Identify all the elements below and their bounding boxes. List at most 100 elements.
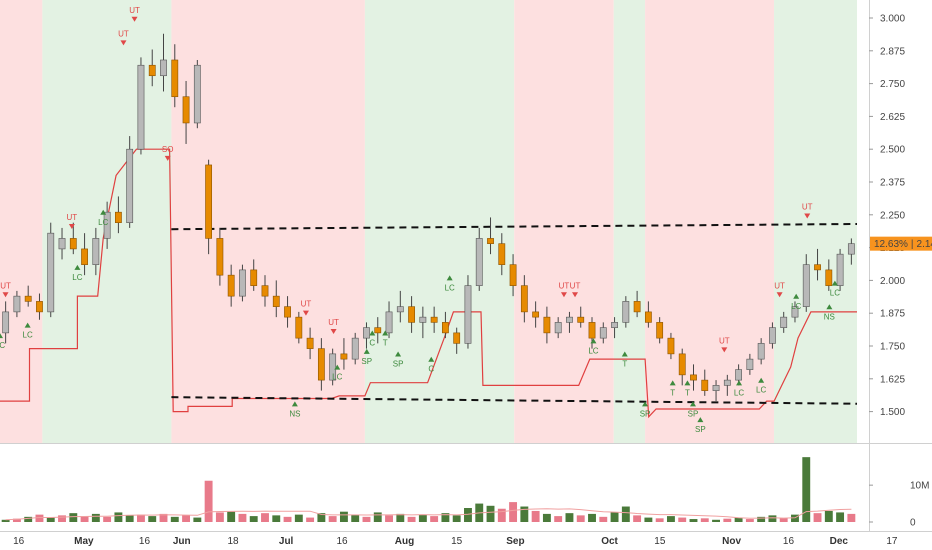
candle-body bbox=[533, 312, 539, 317]
candle-body bbox=[160, 60, 166, 76]
volume-bar bbox=[712, 520, 720, 522]
candle-body bbox=[668, 338, 674, 354]
candle-body bbox=[70, 238, 76, 248]
candle-body bbox=[228, 275, 234, 296]
candle-body bbox=[544, 317, 550, 333]
candle-body bbox=[769, 328, 775, 344]
candle-body bbox=[183, 97, 189, 123]
signal-label: LC bbox=[445, 283, 455, 292]
volume-bar bbox=[227, 512, 235, 522]
volume-tick-label: 0 bbox=[910, 518, 916, 529]
candle-body bbox=[465, 286, 471, 344]
candle-body bbox=[262, 286, 268, 296]
time-axis-label: 16 bbox=[783, 536, 795, 547]
price-tick-label: 2.500 bbox=[880, 145, 905, 156]
volume-bar bbox=[780, 518, 788, 522]
price-axis-ticks: 3.0002.8752.7502.6252.5002.3752.2502.125… bbox=[869, 14, 905, 419]
candle-body bbox=[352, 338, 358, 359]
candle-body bbox=[397, 307, 403, 312]
candle-body bbox=[115, 212, 121, 222]
candle-body bbox=[814, 265, 820, 270]
candle-body bbox=[149, 65, 155, 75]
candle-body bbox=[431, 317, 437, 322]
time-axis-label: 16 bbox=[13, 536, 25, 547]
time-axis-label: 17 bbox=[886, 536, 898, 547]
volume-bar bbox=[678, 518, 686, 522]
candle-body bbox=[521, 286, 527, 312]
volume-bar bbox=[577, 515, 585, 522]
candle-body bbox=[59, 238, 65, 248]
candle-body bbox=[657, 322, 663, 338]
candle-body bbox=[645, 312, 651, 322]
candle-body bbox=[206, 165, 212, 238]
volume-bar bbox=[825, 511, 833, 522]
volume-bar bbox=[599, 517, 607, 522]
volume-bar bbox=[351, 515, 359, 522]
volume-bar bbox=[171, 517, 179, 522]
volume-bar bbox=[802, 457, 810, 522]
volume-bar bbox=[329, 516, 337, 522]
volume-bar bbox=[588, 514, 596, 522]
signal-label: LC bbox=[72, 273, 82, 282]
volume-bar bbox=[363, 517, 371, 522]
signal-label: LC bbox=[23, 331, 33, 340]
price-tick-label: 2.875 bbox=[880, 46, 905, 57]
signal-label: T bbox=[383, 339, 388, 348]
regime-band bbox=[0, 0, 42, 443]
candle-body bbox=[611, 322, 617, 327]
candle-body bbox=[510, 265, 516, 286]
candle-body bbox=[454, 333, 460, 343]
candle-body bbox=[25, 296, 31, 301]
candle-body bbox=[487, 238, 493, 243]
signal-label: UT bbox=[719, 336, 730, 345]
regime-band bbox=[614, 0, 645, 443]
signal-label: LC bbox=[98, 218, 108, 227]
volume-bar bbox=[58, 515, 66, 522]
regime-band bbox=[645, 0, 774, 443]
candle-body bbox=[848, 244, 854, 254]
candle-body bbox=[194, 65, 200, 123]
volume-bar bbox=[216, 512, 224, 522]
volume-axis-ticks: 10M 0 bbox=[869, 481, 929, 529]
signal-label: LC bbox=[791, 302, 801, 311]
signal-label: LC bbox=[830, 289, 840, 298]
volume-bar bbox=[238, 514, 246, 522]
volume-bar bbox=[509, 502, 517, 522]
volume-bar bbox=[284, 517, 292, 522]
volume-bar bbox=[633, 515, 641, 522]
volume-bar bbox=[36, 515, 44, 522]
candle-body bbox=[318, 349, 324, 380]
candle-body bbox=[702, 380, 708, 390]
signal-label: C bbox=[428, 365, 434, 374]
signal-label: SP bbox=[361, 357, 372, 366]
volume-bar bbox=[205, 481, 213, 522]
time-axis-label: Jun bbox=[173, 536, 191, 547]
volume-bar bbox=[701, 518, 709, 522]
signal-label: SP bbox=[695, 425, 706, 434]
time-axis-label: 16 bbox=[139, 536, 151, 547]
candle-body bbox=[307, 338, 313, 348]
time-axis-label: 18 bbox=[227, 536, 239, 547]
time-axis-label: Sep bbox=[506, 536, 524, 547]
volume-bar bbox=[554, 516, 562, 522]
price-tick-label: 2.250 bbox=[880, 210, 905, 221]
time-axis-label: Jul bbox=[279, 536, 294, 547]
time-axis-label: May bbox=[74, 536, 94, 547]
volume-bar bbox=[193, 518, 201, 522]
volume-bar bbox=[92, 514, 100, 522]
volume-bar bbox=[464, 508, 472, 522]
volume-bar bbox=[498, 509, 506, 522]
time-axis-label: 15 bbox=[451, 536, 463, 547]
last-price-value: 2.140 bbox=[917, 239, 932, 250]
candle-body bbox=[251, 270, 257, 286]
volume-bar bbox=[667, 516, 675, 522]
candle-body bbox=[826, 270, 832, 286]
volume-bar bbox=[103, 517, 111, 522]
volume-bar bbox=[182, 515, 190, 522]
candle-body bbox=[476, 238, 482, 285]
candle-body bbox=[803, 265, 809, 307]
signal-label: SP bbox=[688, 409, 699, 418]
signal-label: SO bbox=[162, 145, 174, 154]
signal-label: UT bbox=[774, 281, 785, 290]
